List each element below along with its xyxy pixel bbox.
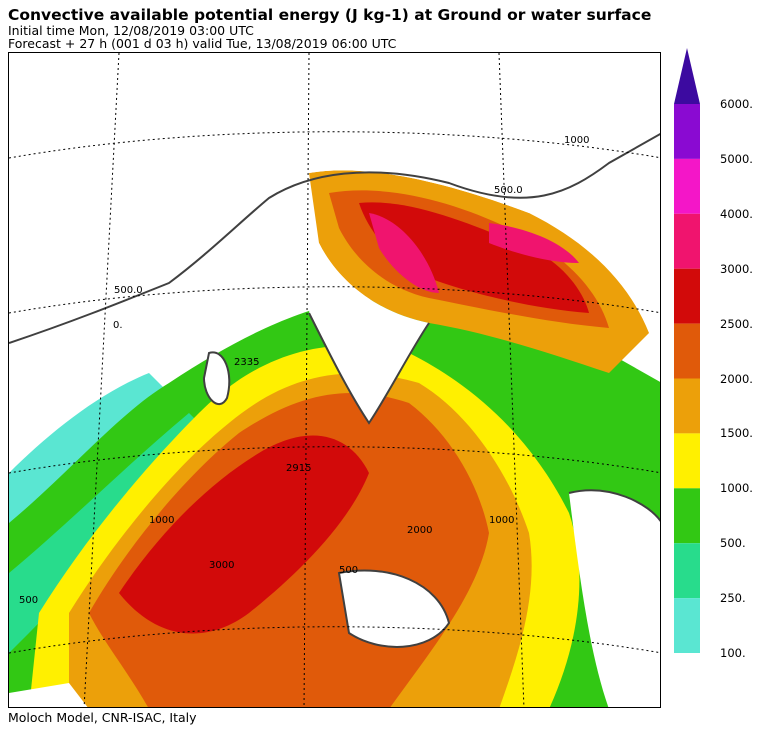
legend-level-label: 1000. xyxy=(720,481,753,496)
contour-label: 2915 xyxy=(286,463,311,474)
contour-label: 500.0 xyxy=(114,285,143,296)
chart-title: Convective available potential energy (J… xyxy=(8,6,652,24)
legend-band xyxy=(674,268,700,324)
contour-label: 500 xyxy=(339,565,358,576)
legend-band xyxy=(674,488,700,544)
legend-band xyxy=(674,543,700,599)
legend-level-label: 4000. xyxy=(720,206,753,221)
contour-label: 1000 xyxy=(564,135,589,146)
cape-field-svg: 500.0 0. 500 2335 2915 3000 2000 1000 50… xyxy=(9,53,660,707)
legend-level-label: 250. xyxy=(720,591,746,606)
legend-band xyxy=(674,158,700,214)
contour-label: 2335 xyxy=(234,357,259,368)
legend-band xyxy=(674,213,700,269)
contour-label: 500 xyxy=(19,595,38,606)
legend-level-label: 6000. xyxy=(720,97,753,111)
model-credit: Moloch Model, CNR-ISAC, Italy xyxy=(8,710,197,725)
legend-level-label: 100. xyxy=(720,646,746,660)
legend-level-label: 2500. xyxy=(720,316,753,331)
cape-map: 500.0 0. 500 2335 2915 3000 2000 1000 50… xyxy=(8,52,661,708)
forecast-valid-time: Forecast + 27 h (001 d 03 h) valid Tue, … xyxy=(8,36,397,51)
contour-label: 2000 xyxy=(407,525,432,536)
legend-level-label: 5000. xyxy=(720,151,753,166)
legend-top-arrow xyxy=(674,48,700,104)
color-legend: 6000. 5000. 4000. 3000. 2500. 2000. 1500. 1000.… xyxy=(672,48,760,668)
legend-level-label: 500. xyxy=(720,536,746,551)
contour-label: 500.0 xyxy=(494,185,523,196)
legend-colorbar xyxy=(674,48,700,653)
legend-level-label: 1500. xyxy=(720,426,753,441)
legend-band xyxy=(674,378,700,434)
legend-level-label: 3000. xyxy=(720,261,753,276)
legend-band xyxy=(674,104,700,159)
legend-band xyxy=(674,433,700,489)
contour-label: 3000 xyxy=(209,560,234,571)
contour-label: 0. xyxy=(113,320,123,331)
legend-band xyxy=(674,598,700,653)
contour-label: 1000 xyxy=(149,515,174,526)
initial-time: Initial time Mon, 12/08/2019 03:00 UTC xyxy=(8,23,254,38)
legend-level-label: 2000. xyxy=(720,371,753,386)
legend-band xyxy=(674,323,700,379)
contour-label: 1000 xyxy=(489,515,514,526)
